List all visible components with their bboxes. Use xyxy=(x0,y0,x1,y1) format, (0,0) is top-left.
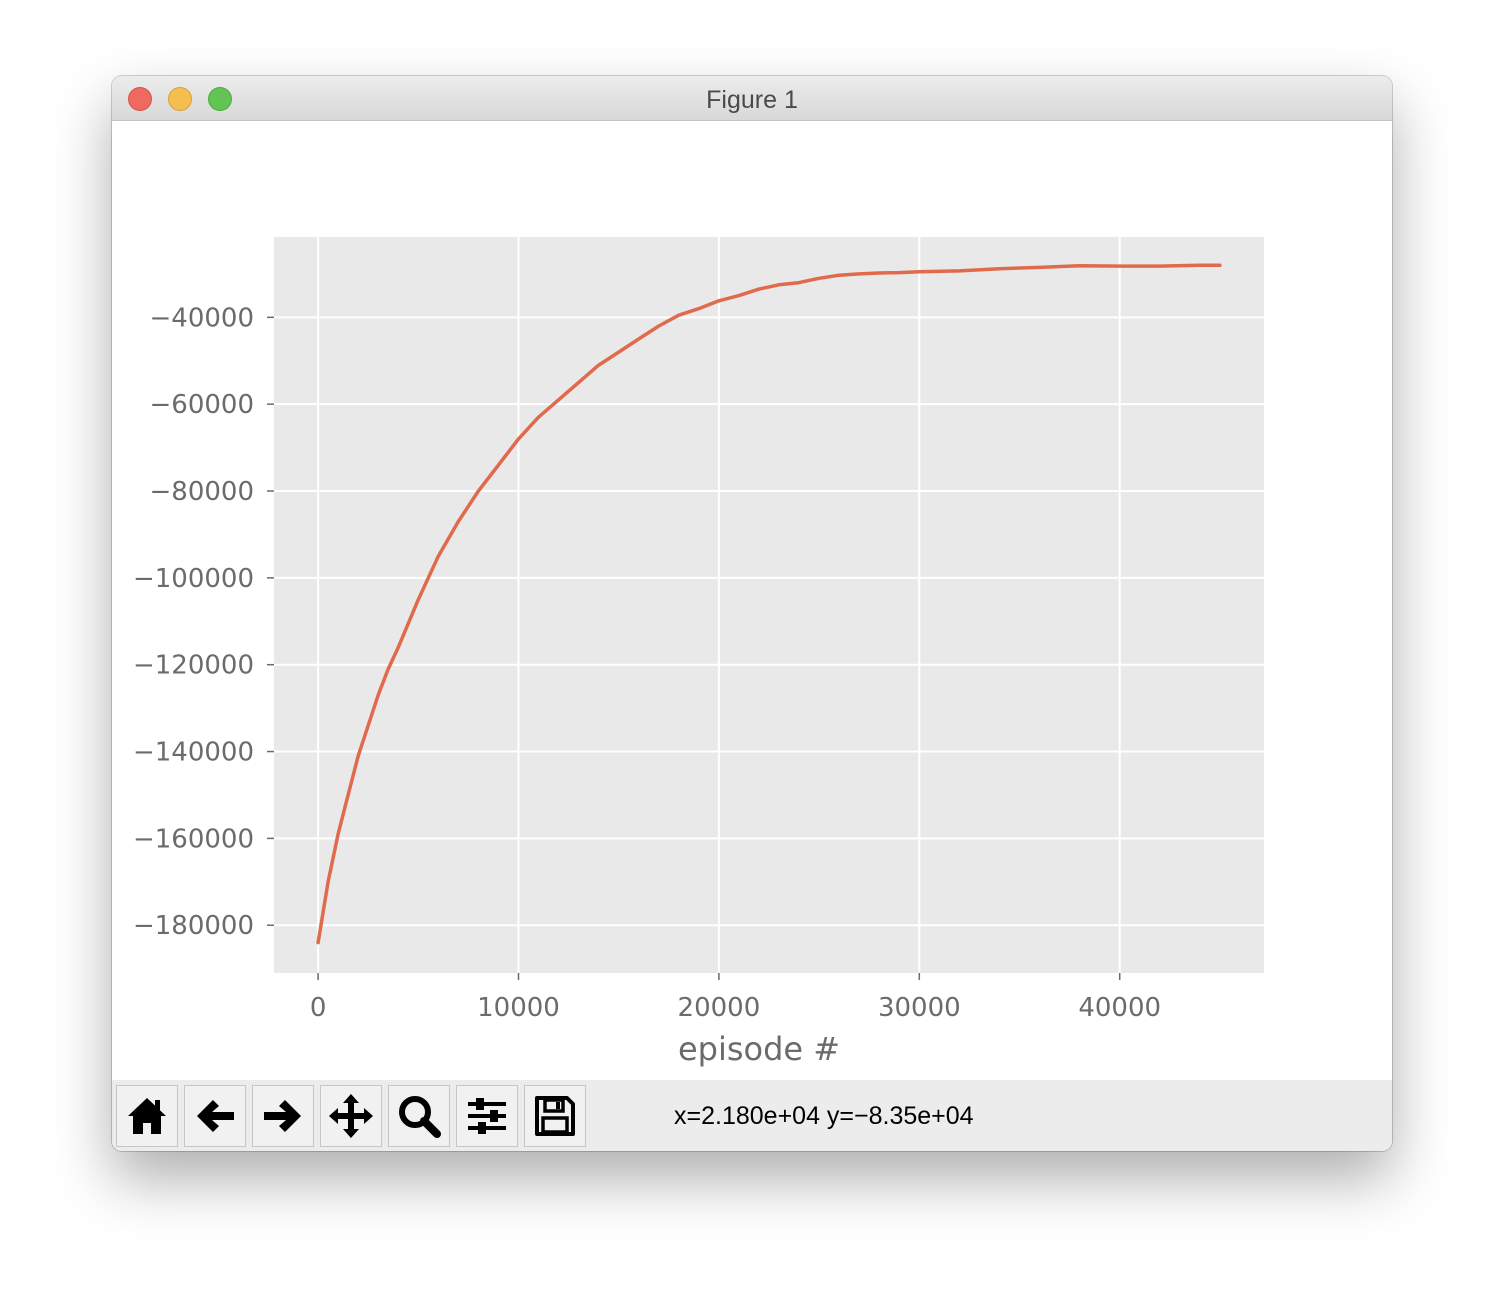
save-button[interactable] xyxy=(524,1085,586,1147)
x-tick-label: 30000 xyxy=(878,993,961,1023)
x-axis-label: episode # xyxy=(678,1030,840,1068)
home-button[interactable] xyxy=(116,1085,178,1147)
window-title: Figure 1 xyxy=(706,86,798,114)
zoom-window-button[interactable] xyxy=(208,87,232,111)
cursor-coordinates: x=2.180e+04 y=−8.35e+04 xyxy=(674,1102,974,1130)
x-tick-label: 40000 xyxy=(1078,993,1161,1023)
y-tick-label: −180000 xyxy=(133,911,254,941)
pan-button[interactable] xyxy=(320,1085,382,1147)
plot-area[interactable] xyxy=(274,237,1264,973)
back-arrow-icon xyxy=(197,1100,234,1132)
x-tick-label: 20000 xyxy=(678,993,761,1023)
configure-subplots-icon xyxy=(468,1098,506,1134)
navigation-toolbar: x=2.180e+04 y=−8.35e+04 xyxy=(112,1080,1392,1151)
figure-window: Figure 1 0 10000 20000 30000 40000 −40000 −600… xyxy=(112,76,1392,1151)
x-tick-label: 0 xyxy=(310,993,327,1023)
forward-button[interactable] xyxy=(252,1085,314,1147)
y-tick-label: −100000 xyxy=(133,564,254,594)
close-window-button[interactable] xyxy=(128,87,152,111)
y-tick-label: −160000 xyxy=(133,824,254,854)
forward-arrow-icon xyxy=(264,1100,301,1132)
zoom-icon xyxy=(399,1096,441,1138)
y-tick-label: −120000 xyxy=(133,651,254,681)
title-bar[interactable]: Figure 1 xyxy=(112,76,1392,121)
pan-icon xyxy=(329,1094,373,1138)
figure-canvas[interactable]: 0 10000 20000 30000 40000 −40000 −60000 −80000 −… xyxy=(112,121,1392,1081)
line-chart[interactable]: 0 10000 20000 30000 40000 −40000 −60000 −80000 −… xyxy=(112,121,1392,1081)
home-icon xyxy=(128,1098,166,1134)
y-tick-label: −80000 xyxy=(150,477,255,507)
x-tick-label: 10000 xyxy=(477,993,560,1023)
save-icon xyxy=(535,1096,575,1136)
back-button[interactable] xyxy=(184,1085,246,1147)
minimize-window-button[interactable] xyxy=(168,87,192,111)
configure-subplots-button[interactable] xyxy=(456,1085,518,1147)
y-tick-label: −40000 xyxy=(150,303,255,333)
y-tick-label: −60000 xyxy=(150,390,255,420)
zoom-button[interactable] xyxy=(388,1085,450,1147)
y-tick-label: −140000 xyxy=(133,738,254,768)
series-line xyxy=(316,263,1222,945)
